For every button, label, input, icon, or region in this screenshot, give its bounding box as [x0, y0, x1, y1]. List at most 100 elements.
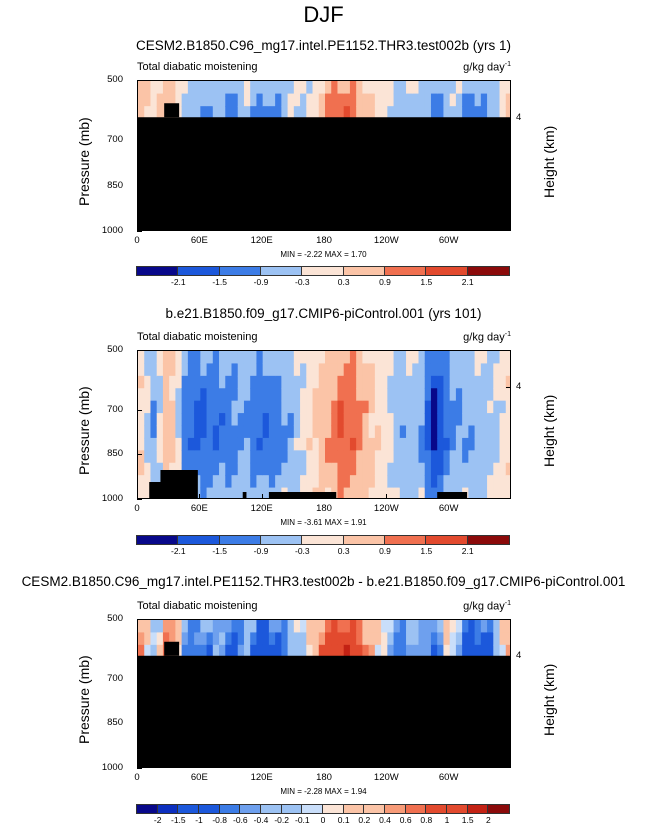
x-tick-mark	[137, 494, 138, 499]
field-cell	[443, 413, 451, 427]
field-cell	[318, 620, 326, 634]
field-cell	[349, 400, 357, 414]
field-cell	[474, 106, 482, 120]
field-cell	[399, 644, 407, 658]
field-cell	[281, 106, 289, 120]
field-cell	[225, 425, 233, 439]
field-cell	[412, 475, 420, 489]
colorbar-label: 1.5	[420, 277, 433, 287]
field-cell	[250, 81, 258, 95]
y-right-tick-mark	[506, 117, 511, 119]
field-cell	[187, 413, 195, 427]
field-cell	[493, 363, 501, 377]
field-cell	[219, 400, 226, 414]
field-cell	[281, 620, 289, 634]
field-cell	[493, 93, 501, 107]
field-cell	[275, 363, 282, 377]
field-cell	[306, 81, 314, 95]
field-cell	[349, 363, 357, 377]
field-cell	[374, 351, 382, 365]
field-cell	[430, 620, 438, 634]
field-cell	[262, 644, 270, 658]
field-cell	[474, 351, 482, 365]
field-cell	[300, 462, 307, 476]
colorbar-swatch	[177, 804, 201, 814]
field-cell	[275, 632, 282, 646]
field-cell	[200, 363, 208, 377]
field-cell	[300, 388, 307, 402]
field-cell	[293, 620, 301, 634]
colorbar-label: 2.1	[461, 277, 474, 287]
field-cell	[219, 93, 226, 107]
field-cell	[256, 450, 264, 464]
field-cell	[194, 351, 201, 365]
field-cell	[362, 93, 370, 107]
field-cell	[219, 363, 226, 377]
x-tick-label: 180	[316, 772, 332, 783]
field-cell	[162, 375, 170, 389]
field-cell	[231, 462, 239, 476]
field-cell	[175, 400, 183, 414]
field-cell	[169, 400, 176, 414]
field-cell	[293, 388, 301, 402]
field-cell	[349, 375, 357, 389]
field-cell	[362, 437, 370, 451]
field-cell	[250, 437, 258, 451]
field-cell	[393, 375, 401, 389]
field-cell	[162, 462, 170, 476]
field-cell	[231, 644, 239, 658]
field-cell	[181, 644, 189, 658]
field-cell	[387, 400, 395, 414]
field-cell	[325, 620, 332, 634]
field-cell	[212, 644, 220, 658]
field-cell	[356, 81, 363, 95]
units-exponent: -1	[504, 331, 511, 338]
field-cell	[219, 632, 226, 646]
field-cell	[381, 93, 388, 107]
field-cell	[374, 644, 382, 658]
field-cell	[206, 413, 214, 427]
field-cell	[418, 475, 426, 489]
field-cell	[337, 462, 345, 476]
field-cell	[156, 413, 164, 427]
field-cell	[480, 106, 488, 120]
field-cell	[474, 425, 482, 439]
field-cell	[138, 487, 145, 498]
colorbar-swatch	[280, 804, 304, 814]
field-cell	[418, 400, 426, 414]
field-cell	[162, 400, 170, 414]
field-cell	[412, 81, 420, 95]
field-cell	[212, 425, 220, 439]
y-axis-label: Pressure (mb)	[76, 385, 92, 475]
x-tick-label: 60E	[190, 772, 208, 783]
field-cell	[455, 632, 463, 646]
colorbar-label: 2	[485, 815, 491, 825]
field-cell	[480, 632, 488, 646]
y-right-tick-mark	[506, 656, 511, 658]
field-cell	[474, 388, 482, 402]
field-cell	[212, 462, 220, 476]
field-cell	[462, 632, 469, 646]
field-cell	[268, 437, 276, 451]
field-cell	[381, 437, 388, 451]
field-cell	[474, 93, 482, 107]
field-cell	[231, 81, 239, 95]
heatmap-field	[138, 81, 510, 230]
field-cell	[487, 487, 494, 498]
field-cell	[275, 413, 282, 427]
field-cell	[381, 487, 388, 498]
field-cell	[480, 363, 488, 377]
panel-subtitle: Total diabatic moistening	[137, 600, 258, 612]
field-cell	[387, 388, 395, 402]
field-cell	[300, 632, 307, 646]
field-cell	[368, 106, 376, 120]
field-cell	[406, 487, 413, 498]
field-cell	[325, 363, 332, 377]
field-cell	[144, 644, 152, 658]
field-cell	[424, 388, 432, 402]
field-cell	[268, 388, 276, 402]
x-tick-mark	[261, 226, 263, 231]
field-cell	[237, 413, 245, 427]
colorbar-label: 2.1	[461, 546, 474, 556]
colorbar-swatch	[239, 804, 263, 814]
